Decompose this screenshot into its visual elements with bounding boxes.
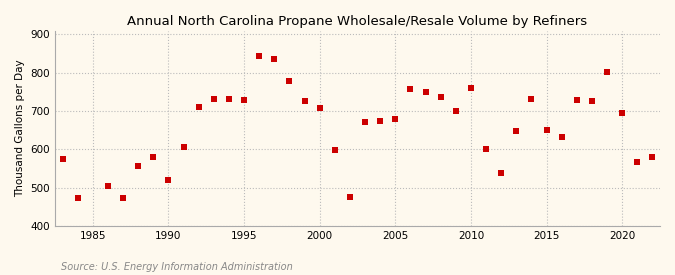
Point [344,195,355,199]
Point [450,109,461,113]
Point [163,178,174,183]
Point [390,116,401,121]
Point [193,105,204,109]
Point [329,148,340,153]
Title: Annual North Carolina Propane Wholesale/Resale Volume by Refiners: Annual North Carolina Propane Wholesale/… [128,15,587,28]
Point [420,90,431,94]
Point [178,145,189,150]
Point [209,97,219,102]
Point [269,57,279,62]
Point [511,129,522,133]
Point [466,86,477,90]
Point [632,159,643,164]
Y-axis label: Thousand Gallons per Day: Thousand Gallons per Day [15,59,25,197]
Text: Source: U.S. Energy Information Administration: Source: U.S. Energy Information Administ… [61,262,292,272]
Point [117,196,128,200]
Point [223,97,234,102]
Point [541,128,552,132]
Point [572,98,583,103]
Point [647,155,658,159]
Point [496,171,507,175]
Point [315,106,325,110]
Point [72,196,83,200]
Point [481,147,491,152]
Point [299,98,310,103]
Point [103,184,113,189]
Point [526,97,537,102]
Point [239,98,250,103]
Point [375,118,385,123]
Point [601,69,612,74]
Point [148,155,159,159]
Point [57,157,68,161]
Point [254,54,265,58]
Point [284,79,295,83]
Point [405,87,416,91]
Point [435,95,446,99]
Point [617,111,628,115]
Point [556,134,567,139]
Point [587,99,597,104]
Point [133,164,144,168]
Point [360,120,371,125]
